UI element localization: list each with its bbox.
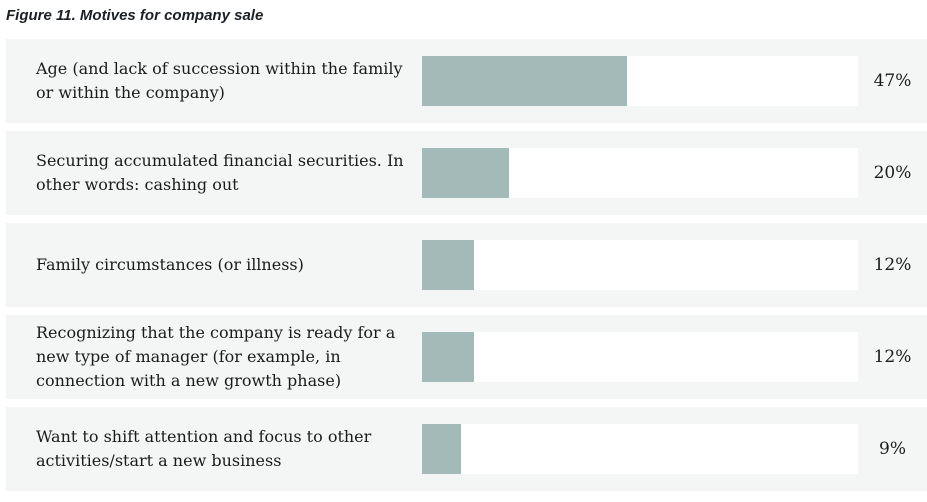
chart-row: Want to shift attention and focus to oth…: [6, 407, 927, 491]
category-label: Age (and lack of succession within the f…: [36, 59, 403, 102]
value-label: 12%: [873, 255, 912, 275]
bar-fill: [422, 424, 462, 474]
bar-fill: [422, 56, 627, 106]
bar-fill: [422, 240, 475, 290]
bar-track: [422, 148, 858, 198]
bar-track: [422, 332, 858, 382]
chart-row: Family circumstances (or illness) 12%: [6, 223, 927, 307]
chart-row: Securing accumulated financial securitie…: [6, 131, 927, 215]
bar-track: [422, 240, 858, 290]
bar-chart: Age (and lack of succession within the f…: [6, 39, 927, 491]
value-label: 12%: [873, 347, 912, 367]
category-label: Securing accumulated financial securitie…: [36, 151, 404, 194]
figure-title: Figure 11. Motives for company sale: [6, 7, 264, 24]
bar-fill: [422, 148, 510, 198]
category-label: Want to shift attention and focus to oth…: [36, 427, 372, 470]
chart-row: Recognizing that the company is ready fo…: [6, 315, 927, 399]
category-label: Recognizing that the company is ready fo…: [36, 323, 396, 390]
value-label: 20%: [873, 163, 912, 183]
bar-track: [422, 424, 858, 474]
value-label: 9%: [879, 439, 906, 459]
bar-fill: [422, 332, 475, 382]
value-label: 47%: [873, 71, 912, 91]
chart-row: Age (and lack of succession within the f…: [6, 39, 927, 123]
bar-track: [422, 56, 858, 106]
category-label: Family circumstances (or illness): [36, 255, 304, 274]
